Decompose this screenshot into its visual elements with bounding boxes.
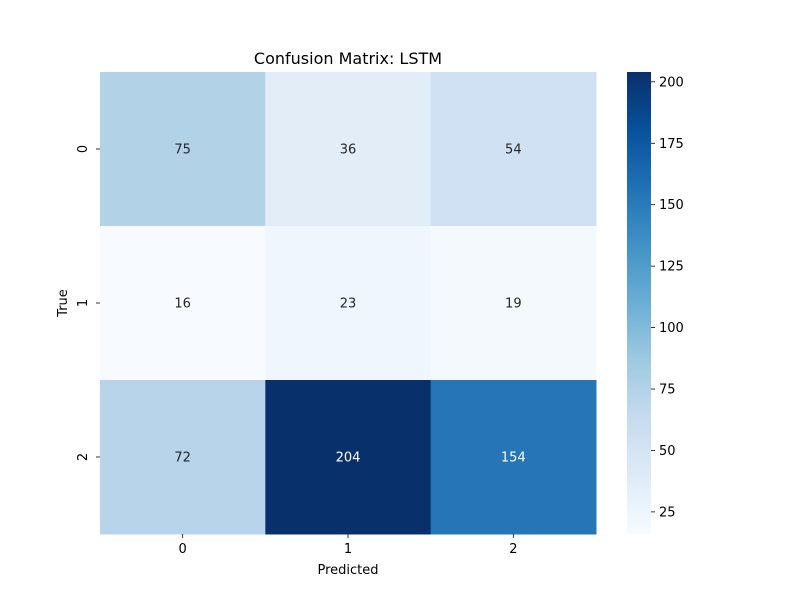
colorbar-tick-label: 50 xyxy=(659,444,676,459)
y-axis: 0 1 2 xyxy=(76,145,100,461)
heatmap-cell xyxy=(430,226,597,381)
x-tick-label: 0 xyxy=(179,542,187,557)
y-axis-label: True xyxy=(56,289,71,318)
x-tick-label: 1 xyxy=(344,542,352,557)
heatmap-cell xyxy=(100,72,266,227)
x-tick-label: 2 xyxy=(509,542,517,557)
heatmap-cell xyxy=(265,72,432,227)
heatmap-cells: 75 36 54 16 23 19 72 204 154 xyxy=(100,72,597,535)
x-axis-label: Predicted xyxy=(317,563,378,578)
heatmap-cell xyxy=(430,72,597,227)
colorbar-tick-label: 150 xyxy=(659,198,684,213)
y-tick-label: 0 xyxy=(76,145,91,153)
heatmap-cell xyxy=(430,380,597,535)
cell-value-label: 36 xyxy=(340,143,357,158)
colorbar-tick-label: 200 xyxy=(659,75,684,90)
cell-value-label: 54 xyxy=(505,143,522,158)
colorbar-tick-label: 125 xyxy=(659,260,684,275)
heatmap-cell xyxy=(265,226,432,381)
y-tick-label: 2 xyxy=(76,453,91,461)
cell-value-label: 23 xyxy=(340,297,357,312)
y-tick-label: 1 xyxy=(76,299,91,307)
cell-value-label: 154 xyxy=(501,451,526,466)
colorbar-tick-label: 100 xyxy=(659,321,684,336)
cell-value-label: 16 xyxy=(174,297,191,312)
cell-value-label: 204 xyxy=(336,451,361,466)
cell-value-label: 19 xyxy=(505,297,522,312)
colorbar-gradient xyxy=(627,72,651,534)
cell-value-label: 75 xyxy=(174,143,191,158)
heatmap-cell xyxy=(265,380,432,535)
heatmap-cell xyxy=(100,380,266,535)
chart-title: Confusion Matrix: LSTM xyxy=(254,49,442,68)
colorbar-tick-label: 175 xyxy=(659,137,684,152)
colorbar: 25 50 75 100 125 150 175 200 xyxy=(627,72,684,534)
x-axis: 0 1 2 xyxy=(179,534,517,557)
colorbar-tick-label: 25 xyxy=(659,505,676,520)
colorbar-tick-label: 75 xyxy=(659,383,676,398)
colorbar-ticks: 25 50 75 100 125 150 175 200 xyxy=(651,75,684,520)
heatmap-cell xyxy=(100,226,266,381)
cell-value-label: 72 xyxy=(174,451,191,466)
